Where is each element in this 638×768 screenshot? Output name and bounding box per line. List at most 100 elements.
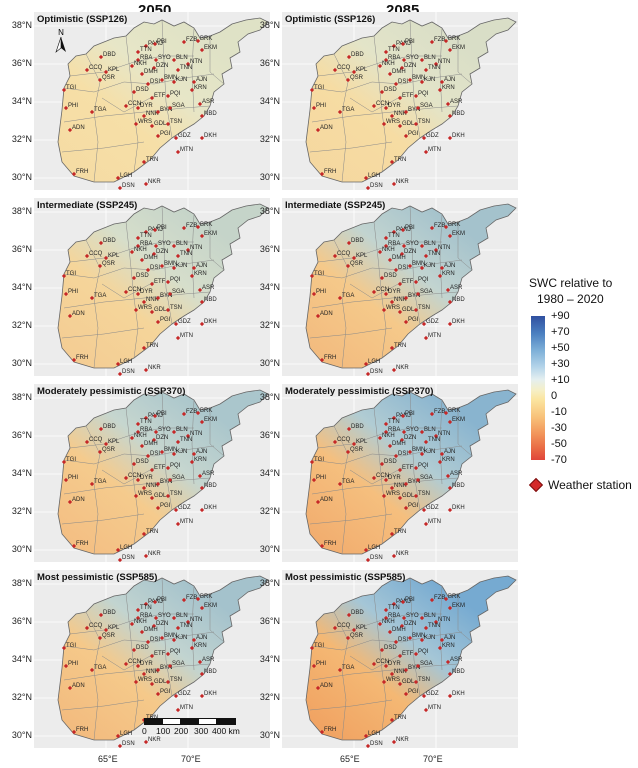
weather-station-marker [155, 481, 161, 487]
station-label: ETF [154, 465, 166, 471]
station-label: TRN [394, 715, 406, 721]
station-label: MTN [180, 705, 193, 711]
station-label: DSN [122, 555, 135, 561]
color-scale-tick: -50 [551, 438, 567, 450]
color-scale-tick: +90 [551, 310, 570, 322]
weather-station-marker [153, 243, 159, 249]
station-label: CCN [376, 659, 389, 665]
station-label: ETF [402, 651, 414, 657]
station-label: PBI [157, 597, 167, 603]
station-label: BYN [408, 665, 420, 671]
station-label: DMH [144, 441, 158, 447]
station-label: KRN [194, 643, 207, 649]
weather-station-marker [129, 63, 135, 69]
station-label: KPL [108, 253, 120, 259]
weather-station-marker [133, 679, 139, 685]
station-label: BYN [160, 293, 172, 299]
weather-station-marker [399, 251, 405, 257]
latitude-label: 34°N [11, 468, 32, 478]
weather-station-marker [143, 415, 149, 421]
station-label: PHI [68, 289, 78, 295]
weather-station-marker [165, 465, 171, 471]
weather-station-marker [171, 637, 177, 643]
panel-title: Most pessimistic (SSP585) [37, 572, 158, 583]
station-label: ASR [450, 99, 463, 105]
station-label: BLN [424, 241, 436, 247]
station-label: TTN [140, 605, 152, 611]
station-label: CCN [376, 473, 389, 479]
latitude-label: 30°N [11, 172, 32, 182]
station-label: DMH [392, 255, 406, 261]
station-label: DYR [140, 103, 153, 109]
panel-title: Intermediate (SSP245) [285, 200, 386, 211]
station-label: CCN [128, 473, 141, 479]
station-label: NNK [146, 669, 159, 675]
weather-station-marker [135, 243, 141, 249]
station-label: BMN [164, 447, 177, 453]
weather-station-marker [433, 247, 439, 253]
station-label: GDZ [426, 505, 439, 511]
station-label: FRH [76, 355, 88, 361]
station-label: NNK [146, 483, 159, 489]
station-label: GDZ [178, 319, 191, 325]
station-label: TNN [180, 251, 192, 257]
weather-station-marker [185, 619, 191, 625]
station-label: LGH [120, 359, 132, 365]
station-label: FRH [76, 541, 88, 547]
station-label: BLN [424, 613, 436, 619]
latitude-label: 34°N [11, 96, 32, 106]
station-label: ADN [72, 125, 85, 131]
station-label: TTN [388, 47, 400, 53]
station-label: TGA [342, 479, 354, 485]
station-label: MTN [180, 147, 193, 153]
station-label: EKM [452, 417, 465, 423]
map-panel: PANJPBIFZBBRKEKMTTNDBDRBASYOBLNNTNCCQKPL… [34, 12, 270, 190]
station-label: DZN [404, 63, 416, 69]
weather-station-marker [159, 449, 165, 455]
station-label: PBI [405, 597, 415, 603]
latitude-label: 36°N [259, 244, 280, 254]
station-label: NKR [148, 179, 161, 185]
lon-label-70-left: 70°E [181, 754, 201, 764]
station-label: DMH [392, 441, 406, 447]
weather-station-marker [185, 247, 191, 253]
station-label: PHI [316, 289, 326, 295]
station-label: AJN [196, 635, 207, 641]
station-label: PGI [408, 317, 419, 323]
station-label: DSI [150, 265, 160, 271]
station-label: DSI [150, 637, 160, 643]
station-label: NKR [396, 179, 409, 185]
weather-station-marker [141, 671, 147, 677]
station-label: DMH [392, 69, 406, 75]
scale-label-200: 200 [174, 726, 189, 736]
station-label: DMH [144, 69, 158, 75]
station-label: TRN [146, 529, 158, 535]
weather-station-marker [199, 507, 205, 513]
station-label: GDZ [178, 691, 191, 697]
station-label: GDZ [178, 133, 191, 139]
station-label: LGH [368, 545, 380, 551]
station-label: RBA [140, 613, 152, 619]
station-label: GDZ [426, 319, 439, 325]
latitude-label: 36°N [11, 616, 32, 626]
station-label: DYR [140, 661, 153, 667]
station-label: TTN [388, 605, 400, 611]
station-label: NNK [394, 669, 407, 675]
weather-station-marker [167, 477, 173, 483]
station-label: PHI [68, 103, 78, 109]
weather-station-marker [195, 38, 201, 44]
station-label: PQI [418, 649, 429, 655]
station-label: DSI [398, 637, 408, 643]
map-panel: PANJPBIFZBBRKEKMTTNDBDRBASYOBLNNTNCCQKPL… [34, 198, 270, 376]
scale-label-400: 400 km [212, 726, 240, 736]
station-label: DMH [392, 627, 406, 633]
station-label: PBI [157, 411, 167, 417]
weather-station-marker [199, 419, 205, 425]
station-label: GDL [154, 307, 167, 313]
station-label: WRS [138, 119, 152, 125]
weather-station-marker [155, 295, 161, 301]
station-label: SGA [172, 289, 185, 295]
weather-station-marker [175, 521, 181, 527]
station-label: DZN [404, 621, 416, 627]
station-label: RBA [388, 613, 400, 619]
